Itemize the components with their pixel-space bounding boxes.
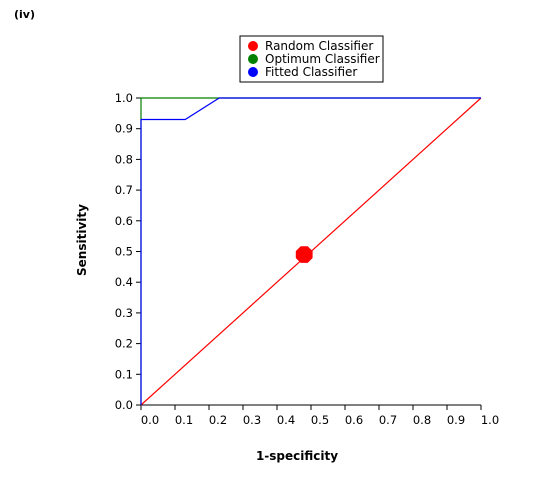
y-tick-label: 0.8 (115, 152, 133, 166)
legend-label-0: Random Classifier (265, 39, 373, 53)
legend-box (239, 35, 384, 83)
x-axis-title: 1-specificity (256, 449, 338, 463)
random-classifier-point (295, 246, 313, 263)
x-tick-label: 0.1 (175, 413, 193, 427)
y-tick-label: 0.3 (115, 306, 133, 320)
x-tick-label: 0.6 (345, 413, 363, 427)
y-ticks: 0.0 0.1 0.2 0.3 0.4 0.5 0.6 0.7 0.8 0.9 1.0 (115, 91, 141, 412)
legend-marker-0 (248, 41, 258, 51)
y-tick-label: 0.0 (115, 398, 133, 412)
series-layer (140, 97, 482, 406)
y-tick-label: 0.2 (115, 337, 133, 351)
y-tick-label: 0.7 (115, 183, 133, 197)
x-tick-label: 0.0 (141, 413, 159, 427)
y-tick-label: 0.1 (115, 367, 133, 381)
x-tick-label: 0.8 (413, 413, 431, 427)
legend-marker-1 (248, 54, 258, 64)
legend-label-1: Optimum Classifier (265, 52, 380, 66)
x-tick-label: 0.9 (447, 413, 465, 427)
y-tick-label: 0.9 (115, 122, 133, 136)
y-tick-label: 1.0 (115, 91, 133, 105)
legend-label-2: Fitted Classifier (265, 65, 357, 79)
x-tick-label: 1.0 (481, 413, 499, 427)
legend-marker-2 (248, 67, 258, 77)
x-tick-label: 0.2 (209, 413, 227, 427)
x-tick-label: 0.7 (379, 413, 397, 427)
y-tick-label: 0.6 (115, 214, 133, 228)
y-axis-title: Sensitivity (75, 204, 89, 276)
x-tick-label: 0.4 (277, 413, 295, 427)
y-tick-label: 0.5 (115, 245, 133, 259)
x-tick-label: 0.3 (243, 413, 261, 427)
y-tick-label: 0.4 (115, 275, 133, 289)
x-ticks: 0.0 0.1 0.2 0.3 0.4 0.5 0.6 0.7 0.8 0.9 1.0 (140, 405, 499, 427)
panel-label: (iv) (14, 8, 35, 21)
x-tick-label: 0.5 (311, 413, 329, 427)
series-line-2 (140, 97, 481, 405)
